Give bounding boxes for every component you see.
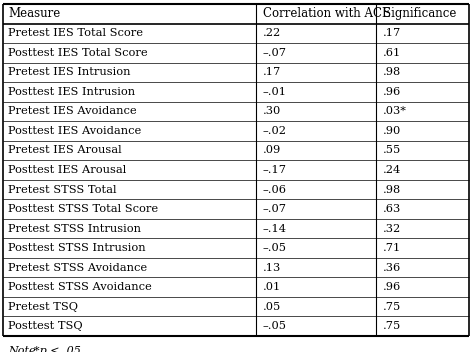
Text: –.02: –.02 — [263, 126, 287, 136]
Text: –.05: –.05 — [263, 243, 287, 253]
Text: Pretest STSS Avoidance: Pretest STSS Avoidance — [8, 263, 147, 273]
Text: Note.: Note. — [8, 346, 43, 352]
Text: .03*: .03* — [383, 106, 407, 117]
Text: .90: .90 — [383, 126, 401, 136]
Text: Pretest IES Intrusion: Pretest IES Intrusion — [8, 67, 130, 77]
Text: .75: .75 — [383, 302, 401, 312]
Text: .96: .96 — [383, 282, 401, 292]
Text: –.07: –.07 — [263, 48, 287, 58]
Text: .98: .98 — [383, 67, 401, 77]
Text: Pretest IES Arousal: Pretest IES Arousal — [8, 145, 122, 156]
Text: Correlation with ACE: Correlation with ACE — [263, 7, 391, 20]
Text: .61: .61 — [383, 48, 401, 58]
Text: –.14: –.14 — [263, 224, 287, 234]
Text: .63: .63 — [383, 204, 401, 214]
Text: –.01: –.01 — [263, 87, 287, 97]
Text: .96: .96 — [383, 87, 401, 97]
Text: Pretest STSS Total: Pretest STSS Total — [8, 184, 117, 195]
Text: Pretest IES Total Score: Pretest IES Total Score — [8, 28, 143, 38]
Text: *p < .05: *p < .05 — [34, 346, 81, 352]
Text: Posttest IES Arousal: Posttest IES Arousal — [8, 165, 126, 175]
Text: Posttest IES Intrusion: Posttest IES Intrusion — [8, 87, 135, 97]
Text: .01: .01 — [263, 282, 281, 292]
Text: Posttest STSS Intrusion: Posttest STSS Intrusion — [8, 243, 146, 253]
Text: Posttest STSS Total Score: Posttest STSS Total Score — [8, 204, 158, 214]
Text: Pretest TSQ: Pretest TSQ — [8, 302, 78, 312]
Text: –.17: –.17 — [263, 165, 287, 175]
Text: Measure: Measure — [8, 7, 60, 20]
Text: .30: .30 — [263, 106, 281, 117]
Text: Posttest IES Total Score: Posttest IES Total Score — [8, 48, 147, 58]
Text: –.05: –.05 — [263, 321, 287, 331]
Text: –.07: –.07 — [263, 204, 287, 214]
Text: Posttest STSS Avoidance: Posttest STSS Avoidance — [8, 282, 152, 292]
Text: .05: .05 — [263, 302, 281, 312]
Text: .71: .71 — [383, 243, 401, 253]
Text: .32: .32 — [383, 224, 401, 234]
Text: .75: .75 — [383, 321, 401, 331]
Text: Significance: Significance — [383, 7, 456, 20]
Text: Pretest IES Avoidance: Pretest IES Avoidance — [8, 106, 137, 117]
Text: Posttest TSQ: Posttest TSQ — [8, 321, 82, 331]
Text: Pretest STSS Intrusion: Pretest STSS Intrusion — [8, 224, 141, 234]
Text: –.06: –.06 — [263, 184, 287, 195]
Text: .22: .22 — [263, 28, 281, 38]
Text: .36: .36 — [383, 263, 401, 273]
Text: .09: .09 — [263, 145, 281, 156]
Text: .17: .17 — [263, 67, 281, 77]
Text: .24: .24 — [383, 165, 401, 175]
Text: .13: .13 — [263, 263, 281, 273]
Text: .17: .17 — [383, 28, 401, 38]
Text: Posttest IES Avoidance: Posttest IES Avoidance — [8, 126, 141, 136]
Text: .98: .98 — [383, 184, 401, 195]
Text: .55: .55 — [383, 145, 401, 156]
